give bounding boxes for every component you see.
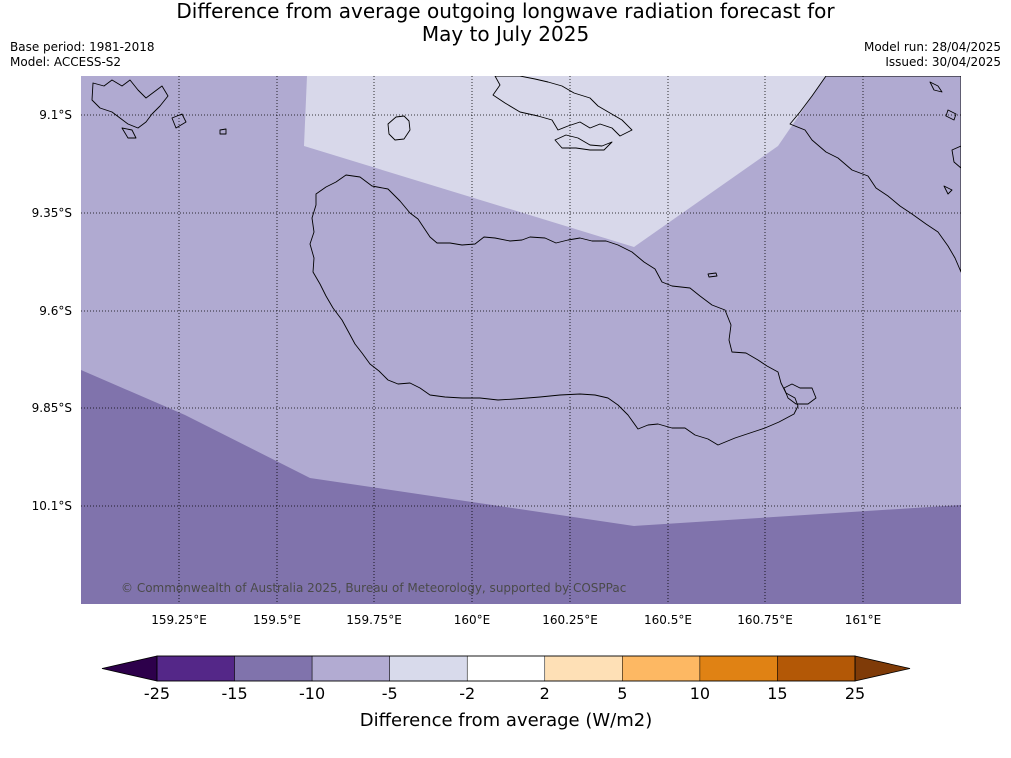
- lat-labels: 9.1°S 9.35°S 9.6°S 9.85°S 10.1°S: [32, 108, 72, 513]
- colorbar-over-triangle: [854, 655, 911, 682]
- colorbar-tick-label: -25: [144, 684, 170, 703]
- colorbar-ticks: -25 -15 -10 -5 -2 2 5 10 15 25: [144, 684, 865, 703]
- coastline-guadalcanal: [309, 174, 799, 446]
- colorbar-segment: [622, 655, 701, 682]
- coastline-small-islet: [707, 272, 718, 278]
- meta-left: Base period: 1981-2018 Model: ACCESS-S2: [10, 40, 155, 70]
- anomaly-region-light: [304, 76, 826, 247]
- colorbar-segment: [156, 655, 235, 682]
- lat-label: 9.35°S: [32, 206, 72, 220]
- colorbar-tick-label: -2: [459, 684, 475, 703]
- anomaly-region-dark: [81, 370, 961, 604]
- colorbar-tick-label: -5: [382, 684, 398, 703]
- colorbar-outline: [156, 655, 856, 682]
- lat-label: 9.1°S: [39, 108, 72, 122]
- colorbar-segment: [234, 655, 313, 682]
- colorbar-segment: [544, 655, 623, 682]
- coastline-cape-esperance-islets: [783, 383, 817, 405]
- colorbar-under-triangle: [101, 655, 158, 682]
- lon-label: 159.25°E: [151, 613, 207, 627]
- coastlines: [91, 76, 961, 446]
- coastline-russell-south: [121, 113, 227, 139]
- lon-label: 160.25°E: [542, 613, 598, 627]
- colorbar-segment: [389, 655, 468, 682]
- lon-label: 159.75°E: [346, 613, 402, 627]
- coastline-savo: [387, 115, 411, 141]
- copyright-notice: © Commonwealth of Australia 2025, Bureau…: [121, 581, 626, 595]
- map-panel: © Commonwealth of Australia 2025, Bureau…: [81, 76, 961, 604]
- colorbar-segment: [699, 655, 778, 682]
- lat-label: 9.6°S: [39, 304, 72, 318]
- colorbar-tick-label: -10: [299, 684, 325, 703]
- colorbar-tick-label: 10: [690, 684, 710, 703]
- colorbar-tick-label: 25: [845, 684, 865, 703]
- colorbar: -25 -15 -10 -5 -2 2 5 10 15 25 Difference from av…: [101, 655, 911, 731]
- meta-right: Model run: 28/04/2025 Issued: 30/04/2025: [864, 40, 1001, 70]
- colorbar-tick-label: 5: [617, 684, 627, 703]
- coastline-malaita: [789, 76, 961, 273]
- model-name: Model: ACCESS-S2: [10, 55, 122, 69]
- colorbar-tick-label: 15: [767, 684, 787, 703]
- chart-title: Difference from average outgoing longwav…: [0, 0, 1011, 46]
- colorbar-tick-label: -15: [221, 684, 247, 703]
- colorbar-segment: [777, 655, 856, 682]
- model-run: Model run: 28/04/2025: [863, 40, 1001, 54]
- colorbar-segments: [156, 655, 856, 682]
- coastline-florida-south: [554, 134, 613, 151]
- issued-date: Issued: 30/04/2025: [885, 55, 1001, 69]
- colorbar-segment: [466, 655, 546, 682]
- lon-label: 159.5°E: [253, 613, 301, 627]
- lon-label: 160°E: [454, 613, 491, 627]
- lon-label: 160.5°E: [644, 613, 692, 627]
- lon-labels: 159.25°E 159.5°E 159.75°E 160°E 160.25°E…: [151, 613, 881, 627]
- colorbar-tick-label: 2: [540, 684, 550, 703]
- lon-label: 161°E: [845, 613, 882, 627]
- coastline-florida-islands: [492, 76, 633, 137]
- lat-label: 9.85°S: [32, 401, 72, 415]
- gridlines: [81, 76, 961, 604]
- colorbar-segment: [311, 655, 390, 682]
- lon-label: 160.75°E: [737, 613, 793, 627]
- base-period: Base period: 1981-2018: [10, 40, 155, 54]
- colorbar-title: Difference from average (W/m2): [360, 710, 652, 731]
- coastline-russell-islands: [91, 79, 169, 129]
- title-line-2: May to July 2025: [421, 22, 590, 46]
- coastline-malaita-islets: [929, 81, 961, 195]
- title-line-1: Difference from average outgoing longwav…: [176, 0, 835, 23]
- lat-label: 10.1°S: [32, 499, 72, 513]
